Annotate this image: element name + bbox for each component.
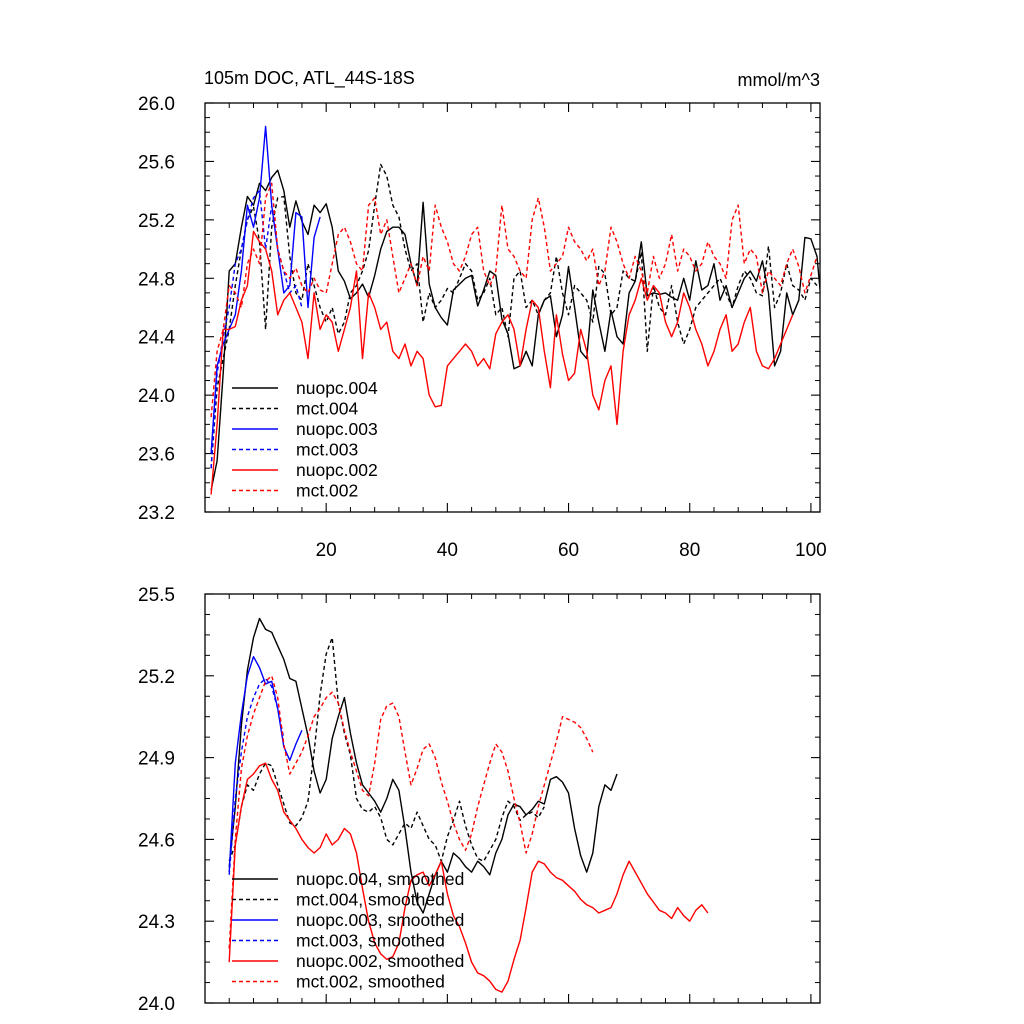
y-tick-label: 23.2 [138, 503, 175, 524]
legend-label: nuopc.002, smoothed [296, 951, 464, 971]
series-line-mct-003 [210, 189, 303, 469]
y-tick-label: 23.6 [138, 445, 175, 466]
y-tick-label: 24.8 [138, 269, 175, 290]
units-label: mmol/m^3 [738, 70, 820, 90]
legend-label: mct.004 [296, 399, 359, 419]
series-line-nuopc-002-smoothed [228, 762, 709, 993]
y-tick-label: 24.0 [138, 994, 175, 1015]
y-tick-label: 24.3 [138, 912, 175, 933]
legend-label: nuopc.004, smoothed [296, 869, 464, 889]
series-line-mct-002-smoothed [228, 675, 594, 949]
x-tick-label: 40 [437, 540, 458, 561]
y-tick-label: 24.0 [138, 386, 175, 407]
series-line-mct-004 [210, 163, 818, 469]
series-line-mct-002 [210, 182, 818, 418]
legend-label: mct.003, smoothed [296, 931, 445, 951]
legend-label: nuopc.004 [296, 378, 378, 398]
y-tick-label: 25.2 [138, 667, 175, 688]
y-tick-label: 24.9 [138, 749, 175, 770]
series-line-nuopc-004-smoothed [228, 617, 618, 914]
legend-label: nuopc.002 [296, 460, 378, 480]
series-line-mct-004-smoothed [228, 636, 545, 862]
series-group [210, 125, 820, 495]
legend-label: mct.004, smoothed [296, 890, 445, 910]
x-tick-label: 20 [316, 540, 337, 561]
y-tick-label: 25.2 [138, 211, 175, 232]
y-tick-label: 25.5 [138, 585, 175, 606]
series-line-nuopc-003-smoothed [228, 656, 303, 873]
legend-label: mct.002, smoothed [296, 972, 445, 992]
x-tick-label: 60 [558, 540, 579, 561]
y-tick-label: 26.0 [138, 94, 175, 115]
x-tick-label: 100 [795, 540, 827, 561]
series-line-nuopc-002 [210, 230, 794, 495]
legend-label: mct.002 [296, 481, 358, 501]
legend-label: nuopc.003 [296, 419, 378, 439]
y-tick-label: 24.6 [138, 830, 175, 851]
series-line-mct-003-smoothed [228, 677, 285, 875]
series-group [228, 617, 709, 993]
bottom-panel: 24.0 24.3 24.6 24.9 25.2 25.5 nuopc.004, smoot… [138, 585, 821, 1015]
y-tick-label: 24.4 [138, 328, 175, 349]
legend-label: nuopc.003, smoothed [296, 910, 464, 930]
chart-title: 105m DOC, ATL_44S-18S [204, 68, 415, 89]
legend-label: mct.003 [296, 440, 358, 460]
x-tick-label: 80 [679, 540, 700, 561]
top-panel: 105m DOC, ATL_44S-18S mmol/m^3 23.2 23.6 2… [138, 68, 827, 561]
y-tick-label: 25.6 [138, 152, 175, 173]
